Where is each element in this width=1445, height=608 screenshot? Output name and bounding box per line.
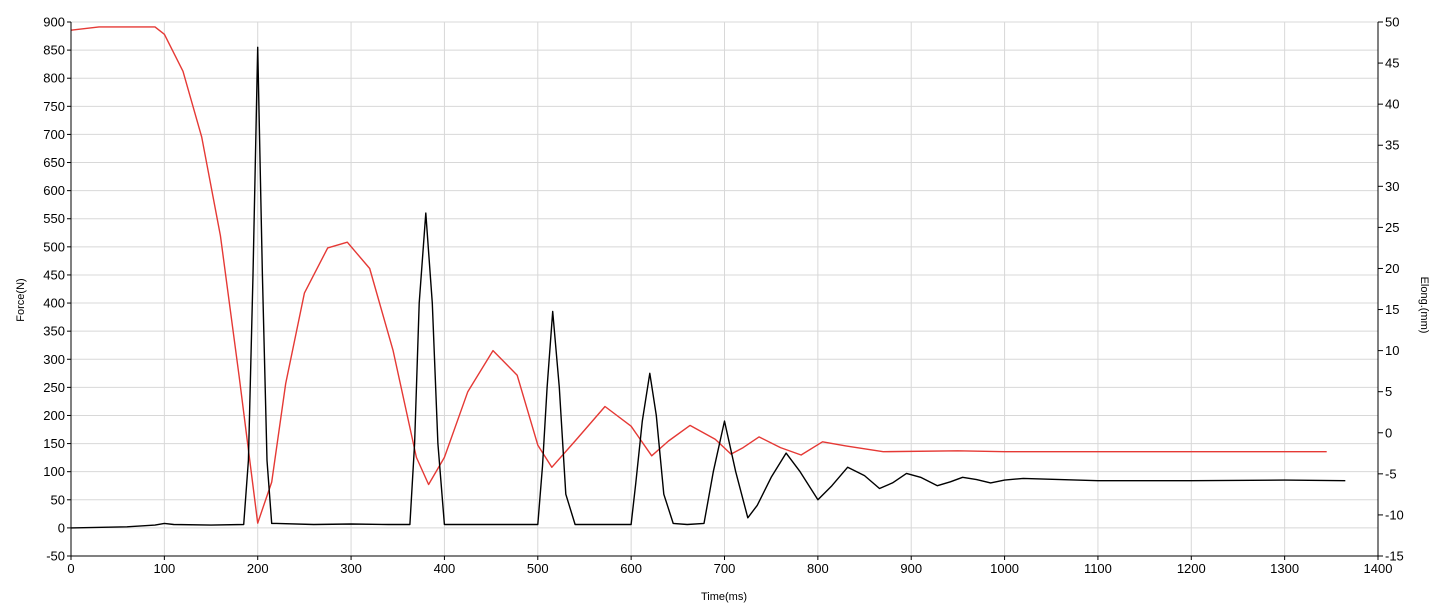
- series-line-elongation: [70, 26, 1327, 524]
- y-left-tick-label: 600: [43, 183, 65, 198]
- y-axis-right-title: Elong.(mm): [1418, 277, 1430, 334]
- x-tick-label: 700: [714, 561, 736, 576]
- y-left-tick-label: 650: [43, 155, 65, 170]
- x-tick-label: 1300: [1270, 561, 1299, 576]
- x-tick-label: 1000: [990, 561, 1019, 576]
- x-axis-title: Time(ms): [701, 591, 747, 603]
- x-tick-label: 600: [620, 561, 642, 576]
- y-left-tick-label: 0: [58, 520, 65, 535]
- y-right-tick-label: -10: [1385, 507, 1404, 522]
- y-right-tick-label: -5: [1385, 466, 1397, 481]
- y-left-tick-label: 700: [43, 127, 65, 142]
- x-tick-label: 1100: [1084, 561, 1112, 576]
- y-right-tick-label: 45: [1385, 56, 1399, 71]
- y-left-tick-label: 400: [43, 296, 65, 311]
- y-left-tick-label: 250: [43, 380, 65, 395]
- y-right-tick-label: 0: [1385, 425, 1392, 440]
- y-left-tick-label: 900: [43, 15, 65, 30]
- y-left-tick-label: 550: [43, 211, 65, 226]
- y-right-tick-label: 15: [1385, 302, 1399, 317]
- y-left-tick-label: 200: [43, 408, 65, 423]
- y-left-tick-label: 300: [43, 352, 65, 367]
- y-right-tick-label: 10: [1385, 343, 1399, 358]
- x-tick-label: 300: [340, 561, 362, 576]
- y-left-tick-label: 50: [51, 492, 65, 507]
- series-line-force: [70, 46, 1346, 529]
- y-left-tick-label: 100: [43, 464, 65, 479]
- y-left-tick-label: 450: [43, 267, 65, 282]
- y-left-tick-label: 800: [43, 71, 65, 86]
- y-right-tick-label: 25: [1385, 220, 1399, 235]
- x-tick-label: 1400: [1364, 561, 1393, 576]
- y-right-tick-label: 50: [1385, 15, 1399, 30]
- y-right-tick-label: 35: [1385, 138, 1399, 153]
- y-left-tick-label: 500: [43, 239, 65, 254]
- y-axis-left-title: Force(N): [15, 278, 27, 321]
- y-left-tick-label: 750: [43, 99, 65, 114]
- x-tick-label: 200: [247, 561, 269, 576]
- x-tick-label: 900: [900, 561, 922, 576]
- y-right-tick-label: 40: [1385, 97, 1399, 112]
- x-tick-label: 800: [807, 561, 829, 576]
- y-left-tick-label: 350: [43, 324, 65, 339]
- y-right-tick-label: 20: [1385, 261, 1399, 276]
- y-left-tick-label: 850: [43, 43, 65, 58]
- series-layer: [70, 26, 1346, 529]
- axes: [67, 21, 1383, 560]
- x-tick-label: 1200: [1177, 561, 1206, 576]
- x-tick-label: 100: [154, 561, 176, 576]
- y-right-tick-label: -15: [1385, 549, 1404, 564]
- x-tick-label: 0: [67, 561, 74, 576]
- x-tick-label: 500: [527, 561, 549, 576]
- y-right-tick-label: 30: [1385, 179, 1399, 194]
- y-right-tick-label: 5: [1385, 384, 1392, 399]
- tick-labels: 0 100 200 300 400 500 600 700 800 900 1000 1100 1200…: [43, 15, 1404, 577]
- x-tick-label: 400: [434, 561, 456, 576]
- y-left-tick-label: 150: [43, 436, 65, 451]
- y-left-tick-label: -50: [46, 549, 65, 564]
- grid: [70, 21, 1379, 557]
